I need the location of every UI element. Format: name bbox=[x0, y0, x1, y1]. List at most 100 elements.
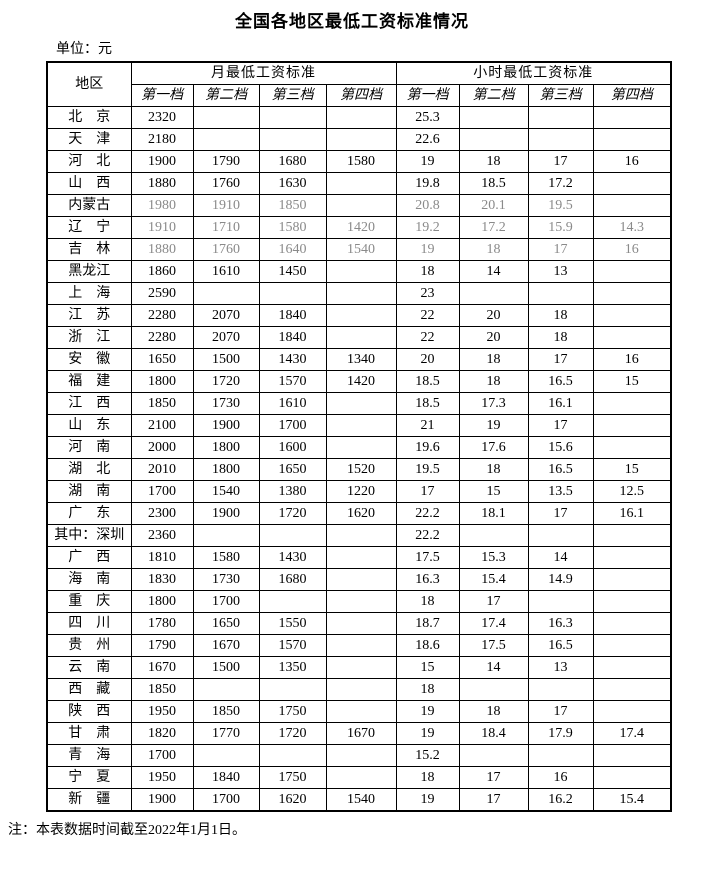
hourly-value-cell bbox=[527, 590, 594, 613]
monthly-value-cell: 1950 bbox=[130, 700, 194, 723]
table-row: 甘 肃 1820 1770 1720 1670 19 18.4 17.9 17.4 bbox=[46, 722, 672, 745]
monthly-value-cell: 1840 bbox=[192, 766, 260, 789]
monthly-value-cell: 1700 bbox=[258, 414, 327, 437]
monthly-tier2-header: 第二档 bbox=[192, 84, 260, 107]
hourly-value-cell: 15 bbox=[458, 480, 529, 503]
hourly-value-cell: 18 bbox=[458, 238, 529, 261]
hourly-value-cell: 22 bbox=[395, 304, 460, 327]
hourly-value-cell: 17.3 bbox=[458, 392, 529, 415]
hourly-value-cell: 17.4 bbox=[458, 612, 529, 635]
region-cell: 湖 南 bbox=[46, 480, 132, 503]
monthly-value-cell: 1670 bbox=[192, 634, 260, 657]
monthly-value-cell: 1650 bbox=[258, 458, 327, 481]
hourly-value-cell: 19.8 bbox=[395, 172, 460, 195]
table-row: 其中：深圳 2360 22.2 bbox=[46, 524, 672, 547]
monthly-value-cell bbox=[325, 678, 397, 701]
hourly-value-cell bbox=[527, 524, 594, 547]
monthly-value-cell: 1760 bbox=[192, 238, 260, 261]
monthly-value-cell: 1850 bbox=[258, 194, 327, 217]
monthly-value-cell: 2010 bbox=[130, 458, 194, 481]
monthly-value-cell: 2070 bbox=[192, 304, 260, 327]
monthly-value-cell: 1900 bbox=[130, 150, 194, 173]
region-cell: 辽 宁 bbox=[46, 216, 132, 239]
hourly-value-cell bbox=[592, 436, 672, 459]
monthly-value-cell: 1900 bbox=[192, 502, 260, 525]
hourly-value-cell bbox=[592, 172, 672, 195]
monthly-value-cell bbox=[325, 766, 397, 789]
hourly-value-cell: 16.5 bbox=[527, 634, 594, 657]
table-row: 黑龙江 1860 1610 1450 18 14 13 bbox=[46, 260, 672, 283]
monthly-value-cell: 1950 bbox=[130, 766, 194, 789]
monthly-value-cell: 1780 bbox=[130, 612, 194, 635]
hourly-value-cell: 15.4 bbox=[458, 568, 529, 591]
region-cell: 吉 林 bbox=[46, 238, 132, 261]
hourly-value-cell: 13.5 bbox=[527, 480, 594, 503]
hourly-value-cell bbox=[592, 656, 672, 679]
region-cell: 上 海 bbox=[46, 282, 132, 305]
monthly-value-cell: 1760 bbox=[192, 172, 260, 195]
hourly-value-cell bbox=[592, 128, 672, 151]
hourly-value-cell: 17.9 bbox=[527, 722, 594, 745]
monthly-value-cell: 1800 bbox=[130, 370, 194, 393]
hourly-value-cell: 19 bbox=[395, 150, 460, 173]
monthly-value-cell: 1380 bbox=[258, 480, 327, 503]
monthly-value-cell: 1570 bbox=[258, 370, 327, 393]
hourly-value-cell bbox=[527, 128, 594, 151]
hourly-value-cell: 18 bbox=[458, 700, 529, 723]
monthly-value-cell: 1910 bbox=[130, 216, 194, 239]
hourly-value-cell: 17.4 bbox=[592, 722, 672, 745]
hourly-value-cell bbox=[592, 612, 672, 635]
hourly-value-cell bbox=[592, 700, 672, 723]
monthly-value-cell: 1900 bbox=[192, 414, 260, 437]
monthly-value-cell: 2360 bbox=[130, 524, 194, 547]
monthly-value-cell: 1980 bbox=[130, 194, 194, 217]
hourly-value-cell: 17 bbox=[527, 414, 594, 437]
hourly-value-cell: 17.2 bbox=[527, 172, 594, 195]
monthly-value-cell bbox=[258, 282, 327, 305]
monthly-value-cell bbox=[325, 524, 397, 547]
hourly-value-cell bbox=[458, 106, 529, 129]
monthly-value-cell: 1700 bbox=[130, 480, 194, 503]
region-cell: 其中：深圳 bbox=[46, 524, 132, 547]
hourly-value-cell: 18 bbox=[395, 260, 460, 283]
monthly-value-cell bbox=[325, 392, 397, 415]
hourly-value-cell: 15 bbox=[395, 656, 460, 679]
footnote: 注：本表数据时间截至2022年1月1日。 bbox=[8, 823, 246, 838]
table-row: 北 京 2320 25.3 bbox=[46, 106, 672, 129]
hourly-value-cell: 17 bbox=[527, 150, 594, 173]
hourly-value-cell: 16.5 bbox=[527, 370, 594, 393]
hourly-value-cell bbox=[458, 524, 529, 547]
monthly-value-cell bbox=[192, 128, 260, 151]
region-cell: 江 苏 bbox=[46, 304, 132, 327]
hourly-value-cell bbox=[592, 678, 672, 701]
monthly-value-cell: 1580 bbox=[258, 216, 327, 239]
table-row: 四 川 1780 1650 1550 18.7 17.4 16.3 bbox=[46, 612, 672, 635]
region-column-header: 地区 bbox=[46, 61, 132, 107]
monthly-value-cell: 1450 bbox=[258, 260, 327, 283]
hourly-value-cell: 16 bbox=[527, 766, 594, 789]
hourly-value-cell: 15.2 bbox=[395, 744, 460, 767]
region-cell: 河 北 bbox=[46, 150, 132, 173]
hourly-value-cell bbox=[592, 524, 672, 547]
hourly-value-cell: 15.9 bbox=[527, 216, 594, 239]
hourly-value-cell bbox=[592, 766, 672, 789]
monthly-value-cell: 1500 bbox=[192, 348, 260, 371]
hourly-value-cell bbox=[458, 128, 529, 151]
hourly-value-cell: 17 bbox=[527, 348, 594, 371]
table-row: 天 津 2180 22.6 bbox=[46, 128, 672, 151]
hourly-value-cell: 16.2 bbox=[527, 788, 594, 812]
table-row: 上 海 2590 23 bbox=[46, 282, 672, 305]
table-row: 陕 西 1950 1850 1750 19 18 17 bbox=[46, 700, 672, 723]
monthly-value-cell bbox=[258, 524, 327, 547]
monthly-value-cell: 1500 bbox=[192, 656, 260, 679]
hourly-value-cell: 17.6 bbox=[458, 436, 529, 459]
monthly-value-cell: 1850 bbox=[192, 700, 260, 723]
hourly-value-cell: 18 bbox=[458, 150, 529, 173]
hourly-value-cell: 18 bbox=[527, 326, 594, 349]
hourly-value-cell bbox=[458, 744, 529, 767]
table-row: 辽 宁 1910 1710 1580 1420 19.2 17.2 15.9 14.3 bbox=[46, 216, 672, 239]
monthly-value-cell: 2280 bbox=[130, 326, 194, 349]
monthly-value-cell bbox=[192, 678, 260, 701]
table-row: 新 疆 1900 1700 1620 1540 19 17 16.2 15.4 bbox=[46, 788, 672, 812]
monthly-value-cell: 1430 bbox=[258, 546, 327, 569]
